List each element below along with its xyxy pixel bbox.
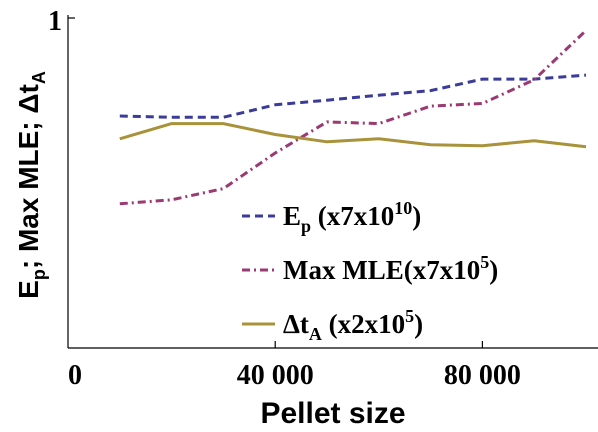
legend-label-mle: Max MLE(x7x105): [283, 252, 498, 285]
legend-label-ep: Ep (x7x1010): [283, 198, 421, 236]
legend-label-dta: ΔtA (x2x105): [283, 306, 423, 344]
legend: Ep (x7x1010) Max MLE(x7x105) ΔtA (x2x105): [242, 198, 498, 344]
series-line-dta: [119, 122, 587, 149]
y-tick-label: 1: [48, 6, 62, 37]
axes: 0 40 000 80 000 1: [48, 6, 598, 391]
series-line-ep: [119, 73, 587, 119]
x-tick-label: 0: [68, 360, 82, 391]
x-tick-label: 40 000: [237, 360, 314, 391]
x-tick-label: 80 000: [444, 360, 521, 391]
series-line-mle: [119, 29, 588, 206]
y-axis-label: Ep; Max MLE; ΔtA: [13, 71, 49, 299]
plot-area: [119, 29, 588, 206]
x-axis-label: Pellet size: [260, 397, 405, 430]
